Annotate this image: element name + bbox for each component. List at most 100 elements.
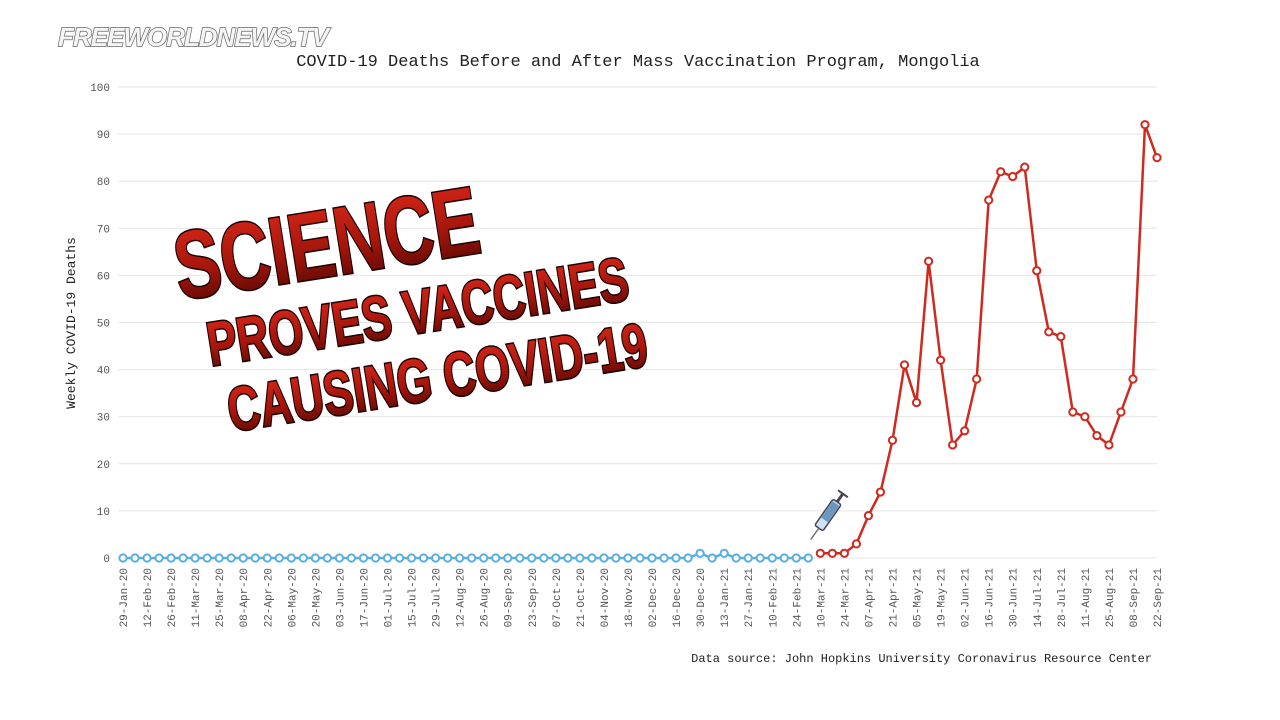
x-tick-label: 26-Feb-20 xyxy=(167,568,179,627)
x-tick-label: 11-Aug-21 xyxy=(1081,568,1093,628)
data-point xyxy=(839,548,849,558)
data-point xyxy=(1056,332,1066,342)
data-point xyxy=(887,435,898,445)
x-tick-label: 08-Sep-21 xyxy=(1129,568,1141,628)
data-point xyxy=(166,553,176,563)
data-point xyxy=(130,553,140,563)
x-tick-label: 10-Feb-21 xyxy=(768,568,780,628)
data-point xyxy=(286,553,296,563)
x-tick-label: 13-Jan-21 xyxy=(720,568,732,628)
data-point xyxy=(623,553,633,563)
data-point xyxy=(611,553,621,563)
syringe-icon xyxy=(810,489,849,541)
x-tick-label: 24-Feb-21 xyxy=(792,568,804,628)
watermark: FREEWORLDNEWS.TV xyxy=(58,22,332,52)
data-point xyxy=(635,553,645,563)
x-tick-label: 18-Nov-20 xyxy=(624,568,636,627)
data-point xyxy=(551,553,561,563)
data-point xyxy=(334,553,345,563)
x-tick-label: 04-Nov-20 xyxy=(600,568,612,627)
chart-title: COVID-19 Deaths Before and After Mass Va… xyxy=(296,53,980,72)
data-point xyxy=(226,553,236,563)
data-point xyxy=(563,553,573,563)
data-point xyxy=(996,167,1006,177)
data-point xyxy=(707,553,717,563)
data-point xyxy=(142,553,152,563)
x-tick-label: 15-Jul-20 xyxy=(408,568,420,627)
data-point xyxy=(1080,412,1090,422)
x-tick-label: 05-May-21 xyxy=(913,568,925,628)
series-line xyxy=(123,552,809,560)
x-tick-label: 06-May-20 xyxy=(287,568,299,627)
data-point xyxy=(1044,327,1054,337)
y-tick-label: 20 xyxy=(97,460,110,472)
y-tick-label: 80 xyxy=(97,177,110,189)
data-point xyxy=(467,553,477,563)
data-point xyxy=(1128,374,1138,384)
y-tick-label: 100 xyxy=(90,83,110,95)
data-point xyxy=(875,487,886,497)
data-point xyxy=(899,360,910,370)
data-point xyxy=(731,553,741,563)
data-point xyxy=(647,553,657,563)
x-tick-label: 10-Mar-21 xyxy=(816,568,828,628)
data-point xyxy=(1068,407,1078,417)
data-point xyxy=(791,553,801,563)
data-point xyxy=(827,548,837,558)
data-point xyxy=(1140,120,1150,130)
data-point xyxy=(118,553,128,563)
data-point xyxy=(214,553,224,563)
data-point xyxy=(851,539,862,549)
x-tick-label: 26-Aug-20 xyxy=(480,568,492,627)
x-tick-label: 22-Apr-20 xyxy=(263,568,275,627)
data-point xyxy=(587,553,597,563)
x-tick-label: 29-Jul-20 xyxy=(432,568,444,627)
data-point xyxy=(382,553,393,563)
data-point xyxy=(1116,407,1126,417)
x-tick-label: 07-Apr-21 xyxy=(864,568,876,628)
x-tick-label: 14-Jul-21 xyxy=(1033,568,1045,628)
data-point xyxy=(479,553,489,563)
x-tick-label: 24-Mar-21 xyxy=(840,568,852,628)
data-point xyxy=(923,256,934,266)
x-tick-label: 08-Apr-20 xyxy=(239,568,251,627)
source-note: Data source: John Hopkins University Cor… xyxy=(691,652,1152,666)
data-point xyxy=(539,553,549,563)
data-point xyxy=(1008,171,1018,182)
data-point xyxy=(972,374,982,384)
data-point xyxy=(1020,162,1030,172)
x-tick-label: 01-Jul-20 xyxy=(384,568,396,627)
data-point xyxy=(935,355,946,365)
x-tick-label: 29-Jan-20 xyxy=(119,568,131,627)
data-point xyxy=(1032,266,1042,276)
data-point xyxy=(358,553,369,563)
x-tick-label: 19-May-21 xyxy=(937,568,949,628)
plot-area: 0 10 20 30 40 50 60 70 80 90 100 29-Jan-20 12-Feb-20… xyxy=(90,83,1165,627)
x-tick-label: 03-Jun-20 xyxy=(335,568,347,627)
data-point xyxy=(491,553,501,563)
data-point xyxy=(1152,153,1162,163)
data-point xyxy=(1092,430,1102,441)
data-point xyxy=(671,553,681,563)
data-point xyxy=(178,553,188,563)
y-tick-label: 70 xyxy=(97,224,110,236)
x-tick-label: 11-Mar-20 xyxy=(191,568,203,627)
data-point xyxy=(418,553,429,563)
data-point xyxy=(948,440,958,450)
data-point xyxy=(960,426,970,436)
data-point xyxy=(250,553,260,563)
x-tick-label: 02-Dec-20 xyxy=(648,568,660,627)
y-tick-label: 50 xyxy=(97,319,110,331)
data-point xyxy=(755,553,765,563)
data-point xyxy=(202,553,212,563)
x-tick-label: 17-Jun-20 xyxy=(359,568,371,627)
data-point xyxy=(394,553,405,563)
data-point xyxy=(815,548,825,558)
data-point xyxy=(154,553,164,563)
data-point xyxy=(984,195,994,205)
data-point xyxy=(599,553,609,563)
data-point xyxy=(346,553,357,563)
data-point xyxy=(406,553,417,563)
